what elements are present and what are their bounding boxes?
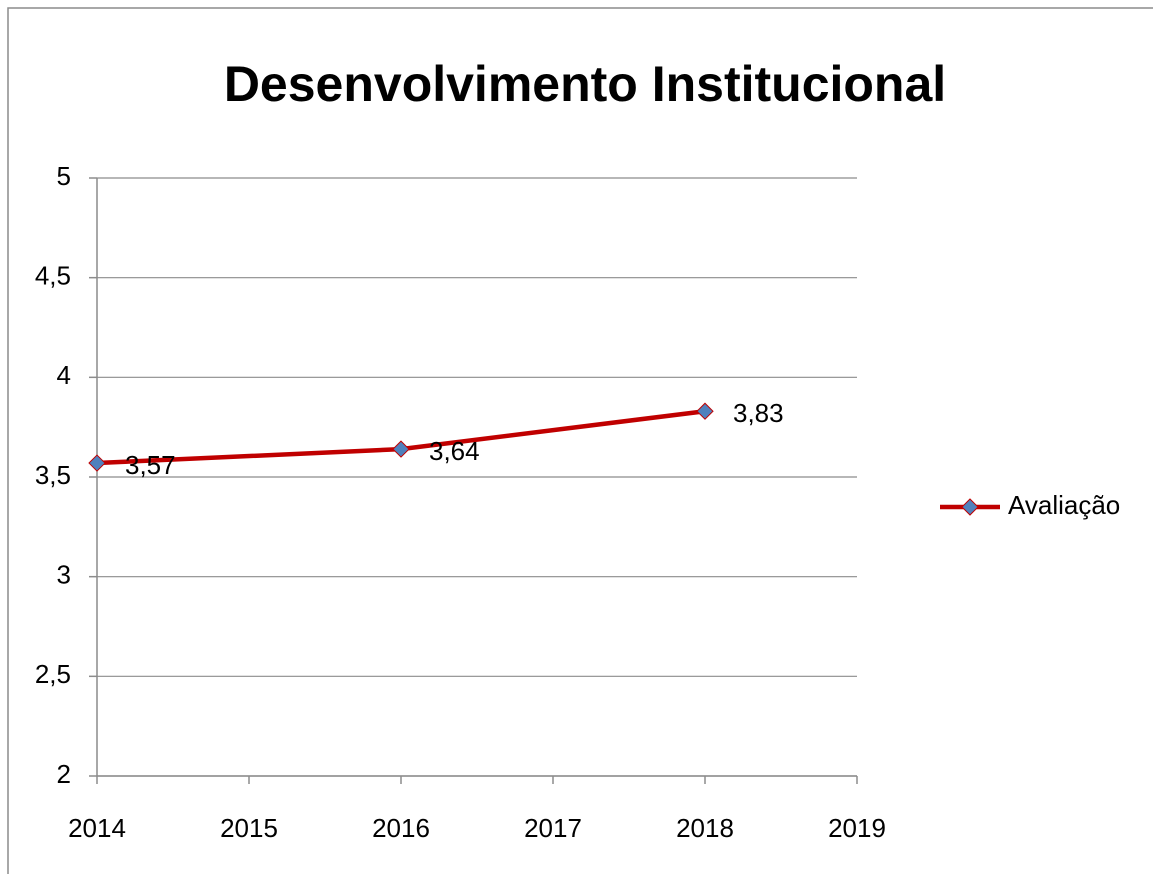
legend-label: Avaliação [1008, 490, 1120, 520]
y-tick-label: 5 [57, 161, 71, 191]
x-tick-label: 2017 [524, 813, 582, 843]
x-tick-label: 2015 [220, 813, 278, 843]
x-tick-label: 2016 [372, 813, 430, 843]
chart-title: Desenvolvimento Institucional [224, 56, 946, 112]
data-point [88, 454, 106, 472]
y-tick-label: 3 [57, 560, 71, 590]
data-label: 3,57 [125, 450, 176, 480]
y-tick-label: 4,5 [35, 261, 71, 291]
x-tick-label: 2018 [676, 813, 734, 843]
x-tick-label: 2014 [68, 813, 126, 843]
y-tick-label: 2 [57, 759, 71, 789]
data-label: 3,83 [733, 398, 784, 428]
x-tick-label: 2019 [828, 813, 886, 843]
data-point [392, 440, 410, 458]
y-tick-label: 4 [57, 360, 71, 390]
y-tick-label: 3,5 [35, 460, 71, 490]
chart-border [7, 7, 1153, 874]
y-tick-label: 2,5 [35, 659, 71, 689]
legend-marker [961, 498, 979, 516]
data-label: 3,64 [429, 436, 480, 466]
data-point [696, 402, 714, 420]
